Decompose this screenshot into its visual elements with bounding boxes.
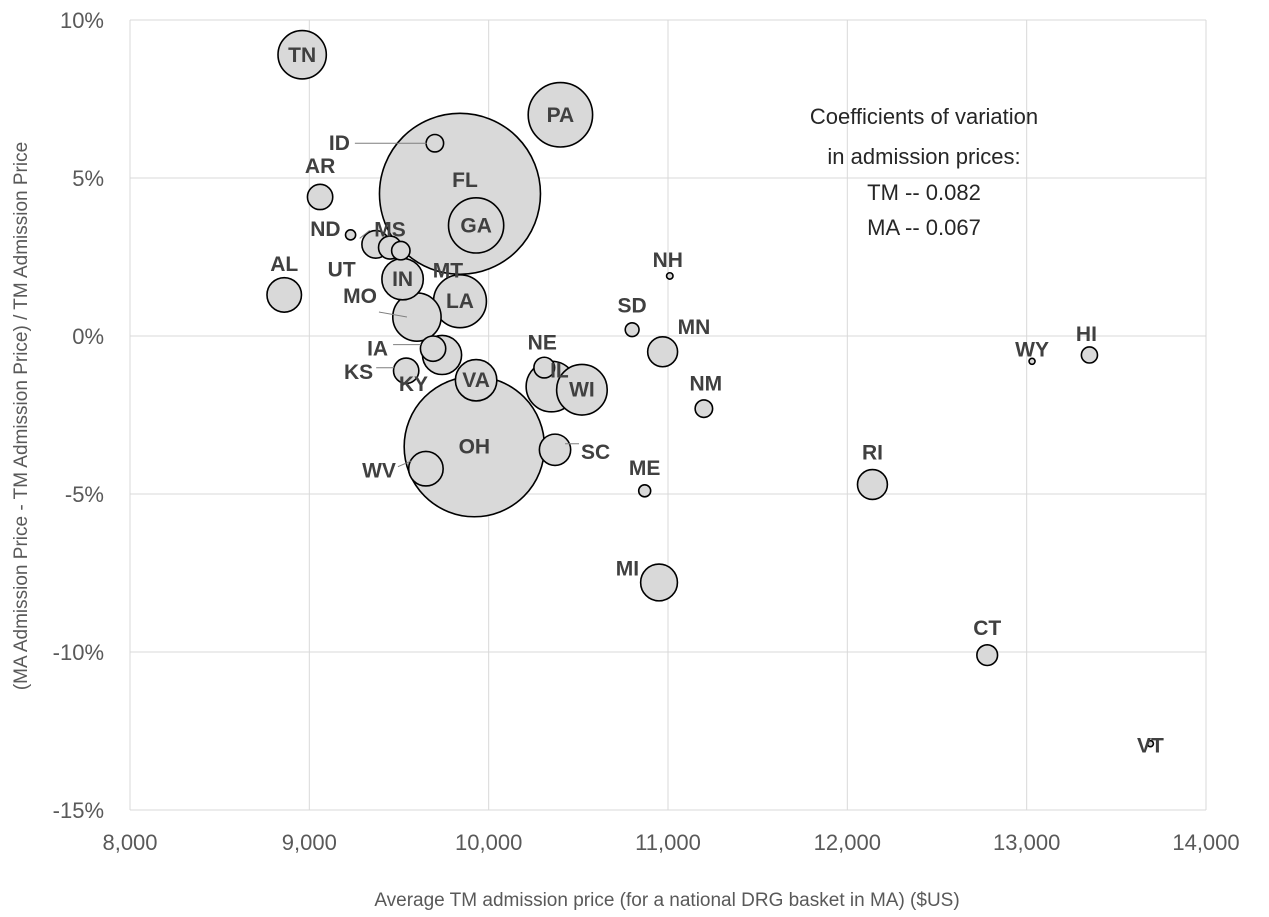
bubble-label-ct: CT [973, 617, 1001, 640]
bubble-label-id: ID [329, 132, 350, 155]
leader-line-mo [378, 311, 408, 318]
x-tick-label: 12,000 [814, 830, 881, 855]
grid [129, 19, 1207, 811]
bubble-label-mo: MO [343, 285, 377, 308]
bubble-label-tn: TN [288, 44, 316, 67]
x-tick-label: 8,000 [102, 830, 157, 855]
bubble-label-mi: MI [616, 557, 639, 580]
bubble-label-nh: NH [653, 249, 683, 272]
bubble-label-hi: HI [1076, 323, 1097, 346]
bubble-label-ar: AR [305, 155, 335, 178]
bubble-label-ne: NE [528, 332, 557, 355]
bubble-label-va: VA [462, 369, 490, 392]
x-tick-label: 13,000 [993, 830, 1060, 855]
bubble-label-in: IN [392, 268, 413, 291]
annotation-line-4: MA -- 0.067 [867, 215, 981, 240]
annotation-line-1: Coefficients of variation [810, 104, 1038, 129]
bubble-label-ky: KY [399, 373, 428, 396]
bubble-ne [533, 356, 556, 379]
y-tick-label: -5% [65, 482, 104, 507]
y-tick-label: 0% [72, 324, 104, 349]
x-tick-label: 10,000 [455, 830, 522, 855]
x-tick-label: 9,000 [282, 830, 337, 855]
bubble-label-ri: RI [862, 442, 883, 465]
tick-labels: 8,000 9,000 10,000 11,000 12,000 13,000 14,000… [53, 8, 1240, 855]
bubble-wi [555, 363, 609, 416]
y-axis-title: (MA Admission Price - TM Admission Price… [11, 142, 32, 690]
bubble-mt [390, 240, 411, 261]
bubble-label-ia: IA [367, 338, 388, 361]
bubble-nd [344, 229, 357, 241]
bubble-wy [1028, 357, 1036, 366]
y-tick-label: -10% [53, 640, 104, 665]
bubble-label-ut: UT [328, 258, 356, 281]
bubble-ga [447, 196, 505, 254]
bubble-va [454, 358, 498, 402]
y-tick-label: -15% [53, 798, 104, 823]
y-tick-label: 10% [60, 8, 104, 33]
bubble-label-me: ME [629, 457, 661, 480]
bubble-label-fl: FL [452, 169, 478, 192]
bubble-label-wv: WV [362, 460, 396, 483]
bubble-tn [277, 29, 328, 80]
bubble-sc [538, 433, 572, 467]
bubble-label-sd: SD [618, 295, 647, 318]
bubble-label-mt: MT [433, 260, 463, 283]
bubble-label-nm: NM [690, 373, 723, 396]
bubble-id [425, 133, 445, 153]
bubble-label-ks: KS [344, 361, 373, 384]
bubbles [266, 29, 1155, 748]
x-tick-label: 14,000 [1172, 830, 1239, 855]
x-tick-label: 11,000 [635, 830, 701, 855]
annotation-line-3: TM -- 0.082 [867, 180, 981, 205]
bubble-wv [407, 450, 444, 487]
bubble-label-wi: WI [569, 379, 595, 402]
bubble-ia [419, 335, 447, 363]
coefficients-annotation: Coefficients of variation in admission p… [810, 104, 1038, 240]
bubble-label-ga: GA [460, 214, 492, 237]
bubble-label-nd: ND [310, 218, 340, 241]
bubble-label-sc: SC [581, 441, 610, 464]
bubble-label-al: AL [270, 253, 298, 276]
bubble-mn [646, 336, 679, 368]
bubble-sd [624, 321, 640, 338]
bubble-hi [1080, 346, 1099, 364]
bubble-label-il: IL [550, 360, 569, 383]
bubble-label-vt: VT [1137, 735, 1164, 758]
bubble-ct [976, 644, 999, 667]
leader-line-ut [359, 229, 370, 239]
bubble-label-oh: OH [459, 436, 491, 459]
y-tick-label: 5% [72, 166, 104, 191]
bubble-label-mn: MN [678, 316, 711, 339]
bubble-ar [306, 183, 334, 211]
bubble-al [266, 276, 303, 313]
bubble-label-ms: MS [374, 219, 406, 242]
bubble-ks [392, 357, 420, 385]
bubble-vt [1146, 739, 1155, 748]
annotation-line-2: in admission prices: [827, 144, 1020, 169]
bubble-mi [639, 563, 679, 602]
bubble-ri [856, 468, 889, 501]
x-axis-title: Average TM admission price (for a nation… [374, 890, 959, 911]
bubble-me [637, 484, 652, 498]
leader-line-wv [397, 460, 413, 468]
bubble-label-la: LA [446, 290, 474, 313]
bubble-label-pa: PA [547, 104, 575, 127]
bubble-nm [694, 399, 714, 419]
bubble-pa [527, 81, 594, 148]
bubble-nh [665, 271, 674, 280]
bubble-label-wy: WY [1015, 338, 1049, 361]
